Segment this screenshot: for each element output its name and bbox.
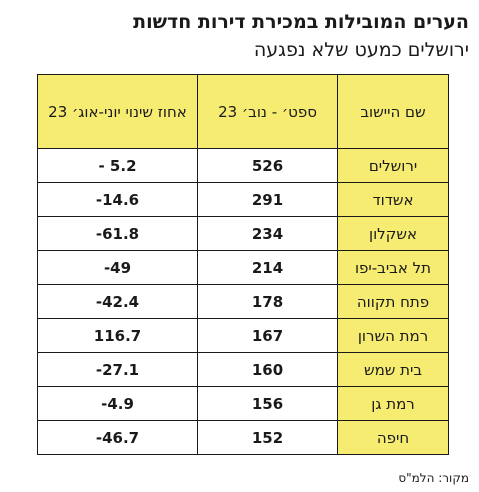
source-note: מקור: הלמ"ס [398,471,469,485]
city-cell: בית שמש [337,352,449,387]
table-row: -42.4 178 פתח תקווה [37,284,449,319]
data-table: אחוז שינוי יוני-אוג׳ 23 ספט׳ - נוב׳ 23 ש… [37,74,449,455]
table-row: -49 214 תל אביב-יפו [37,250,449,285]
sales-cell: 152 [197,420,338,455]
sales-cell: 167 [197,318,338,353]
chart-subtitle: ירושלים כמעט שלא נפגעה [253,39,469,61]
city-cell: אשקלון [337,216,449,251]
change-cell: -14.6 [37,182,198,217]
change-cell: -27.1 [37,352,198,387]
header-city: שם היישוב [337,74,449,149]
city-cell: פתח תקווה [337,284,449,319]
change-cell: -49 [37,250,198,285]
table-row: - 5.2 526 ירושלים [37,148,449,183]
change-cell: - 5.2 [37,148,198,183]
header-change: אחוז שינוי יוני-אוג׳ 23 [37,74,198,149]
change-cell: -42.4 [37,284,198,319]
change-cell: 116.7 [37,318,198,353]
city-cell: ירושלים [337,148,449,183]
city-cell: אשדוד [337,182,449,217]
change-cell: -4.9 [37,386,198,421]
city-cell: רמת השרון [337,318,449,353]
table-row: -27.1 160 בית שמש [37,352,449,387]
table-row: -46.7 152 חיפה [37,420,449,455]
sales-cell: 178 [197,284,338,319]
city-cell: רמת גן [337,386,449,421]
city-cell: חיפה [337,420,449,455]
header-sales: ספט׳ - נוב׳ 23 [197,74,338,149]
table-row: 116.7 167 רמת השרון [37,318,449,353]
table-header-row: אחוז שינוי יוני-אוג׳ 23 ספט׳ - נוב׳ 23 ש… [37,74,449,149]
table-row: -4.9 156 רמת גן [37,386,449,421]
sales-cell: 156 [197,386,338,421]
sales-cell: 291 [197,182,338,217]
table-row: -14.6 291 אשדוד [37,182,449,217]
chart-title: הערים המובילות במכירת דירות חדשות [133,11,469,33]
change-cell: -46.7 [37,420,198,455]
city-cell: תל אביב-יפו [337,250,449,285]
sales-cell: 160 [197,352,338,387]
change-cell: -61.8 [37,216,198,251]
table-row: -61.8 234 אשקלון [37,216,449,251]
sales-cell: 526 [197,148,338,183]
table-body: - 5.2 526 ירושלים -14.6 291 אשדוד -61.8 234 אשקל… [37,148,449,455]
sales-cell: 214 [197,250,338,285]
sales-cell: 234 [197,216,338,251]
